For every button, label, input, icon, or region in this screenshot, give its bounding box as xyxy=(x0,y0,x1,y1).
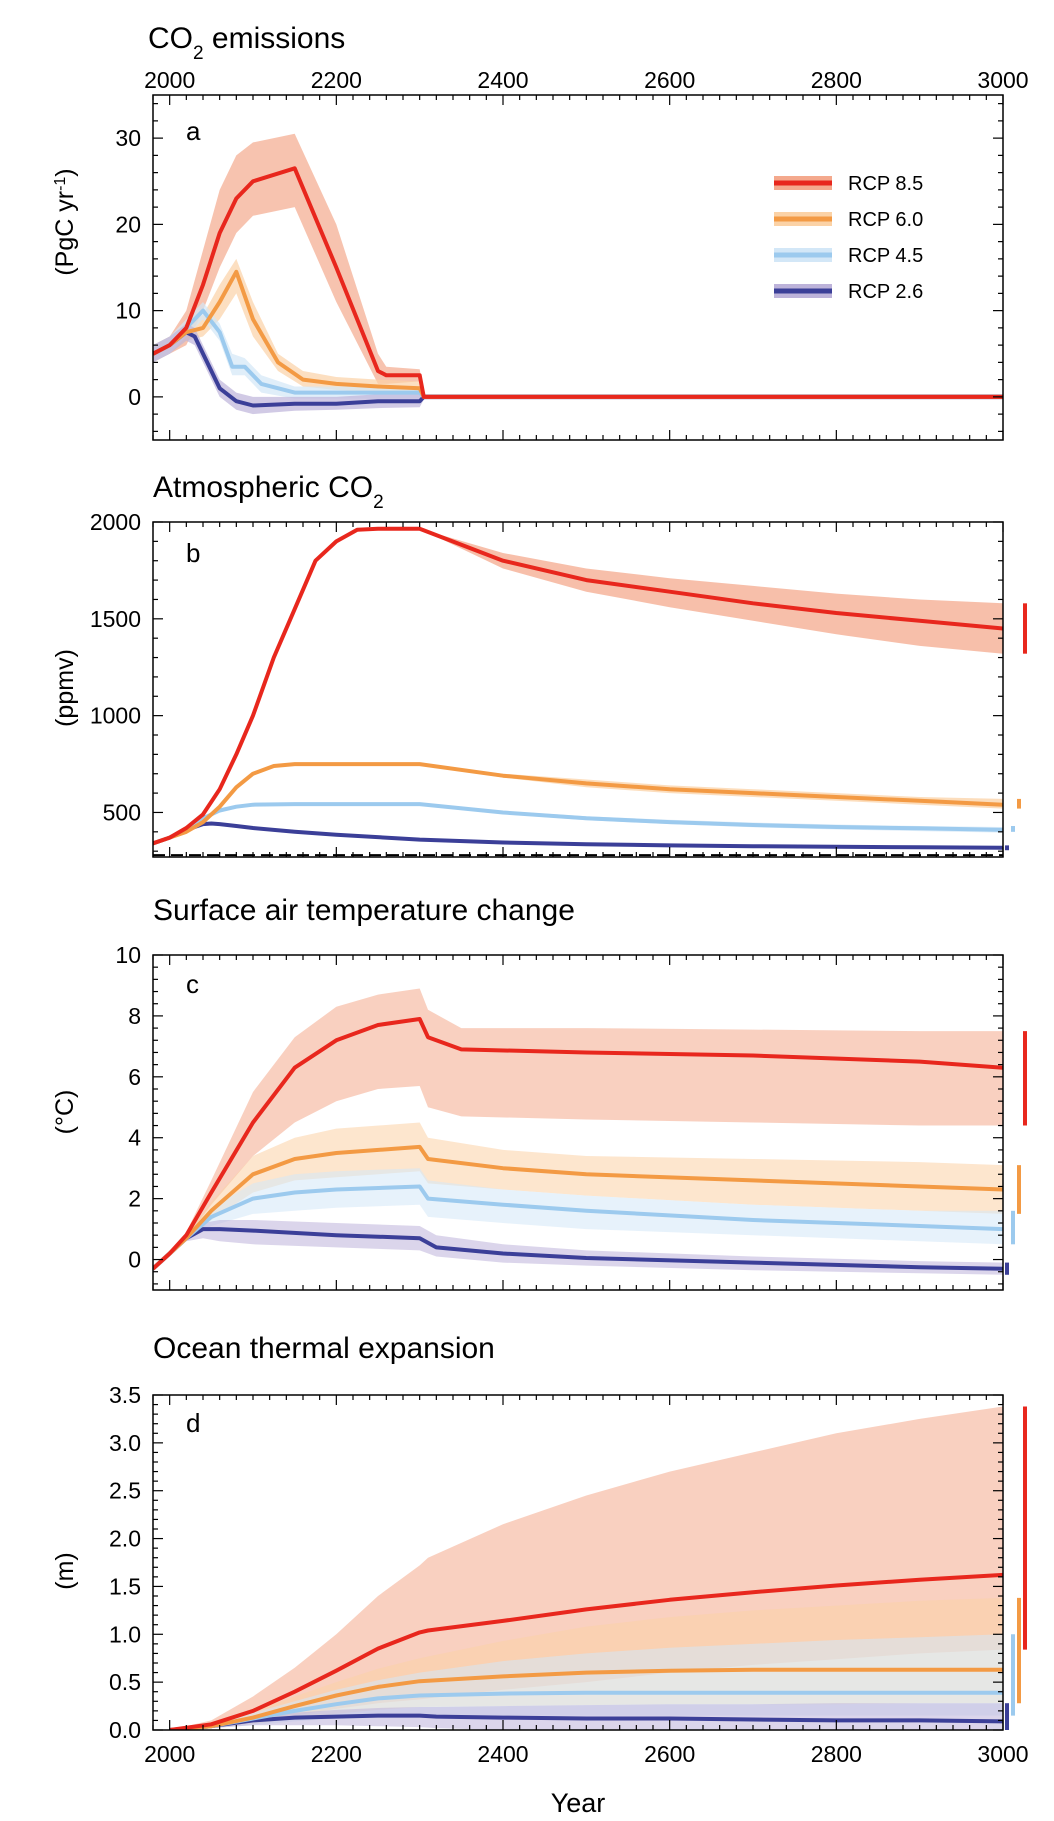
x-tick-label-top: 2000 xyxy=(144,67,195,93)
band-rcp60 xyxy=(153,1122,1003,1272)
y-tick-label: 4 xyxy=(128,1125,141,1151)
y-tick-label: 1.5 xyxy=(109,1573,141,1599)
y-tick-label: 3.0 xyxy=(109,1430,141,1456)
y-tick-label: 0 xyxy=(128,1247,141,1273)
band-rcp45 xyxy=(153,1168,1003,1272)
series-line-rcp60 xyxy=(153,762,1003,846)
panel-a-title: CO2 emissions xyxy=(148,22,345,64)
legend-label-rcp60: RCP 6.0 xyxy=(848,209,923,231)
y-tick-label: 0.0 xyxy=(109,1717,141,1743)
legend: RCP 8.5 RCP 6.0 RCP 4.5 RCP 2.6 xyxy=(774,173,923,303)
plot-layers: 0 10 20 30 500 1000 1500 2000 0 2 4 6 8 10 0.0 0.5 1.0 1.… xyxy=(90,67,1029,1767)
panel-d-ylabel: (m) xyxy=(51,1552,79,1589)
y-tick-label: 10 xyxy=(115,298,141,324)
x-tick-label-bottom: 2000 xyxy=(144,1741,195,1767)
y-tick-label: 8 xyxy=(128,1003,141,1029)
panel-c-ylabel: (°C) xyxy=(51,1090,79,1135)
y-tick-label: 1.0 xyxy=(109,1621,141,1647)
y-tick-label: 0 xyxy=(128,384,141,410)
panel-c: 0 2 4 6 8 10 xyxy=(115,942,1027,1291)
band-rcp60 xyxy=(153,258,1003,400)
x-tick-label-bottom: 2600 xyxy=(644,1741,695,1767)
panel-a: 0 10 20 30 xyxy=(115,94,1004,441)
panel-d-title: Ocean thermal expansion xyxy=(153,1332,495,1365)
panel-b: 500 1000 1500 2000 xyxy=(90,509,1027,858)
series-line-rcp45 xyxy=(153,802,1003,846)
legend-label-rcp85: RCP 8.5 xyxy=(848,173,923,195)
panel-a-plot-area xyxy=(153,133,1003,415)
series-line-rcp60 xyxy=(169,1667,1003,1730)
x-tick-label-top: 2400 xyxy=(477,67,528,93)
y-tick-label: 2000 xyxy=(90,509,141,535)
x-tick-label-top: 2600 xyxy=(644,67,695,93)
y-tick-label: 1000 xyxy=(90,703,141,729)
x-tick-label-bottom: 2800 xyxy=(811,1741,862,1767)
x-tick-label-bottom: 3000 xyxy=(977,1741,1028,1767)
band-rcp45 xyxy=(153,804,1003,844)
series-line-rcp85 xyxy=(153,526,1003,846)
y-tick-label: 2 xyxy=(128,1186,141,1212)
legend-label-rcp45: RCP 4.5 xyxy=(848,245,923,267)
panel-b-plot-area xyxy=(153,526,1003,857)
x-tick-label-top: 2200 xyxy=(311,67,362,93)
series-line-rcp26 xyxy=(169,1713,1003,1730)
band-rcp85 xyxy=(153,133,1003,400)
y-tick-label: 6 xyxy=(128,1064,141,1090)
y-tick-label: 0.5 xyxy=(109,1669,141,1695)
series-line-rcp60 xyxy=(153,269,1003,399)
panel-c-letter: c xyxy=(186,969,199,999)
series-line-rcp85 xyxy=(169,1572,1003,1730)
band-rcp26 xyxy=(153,1220,1003,1275)
x-tick-label-top: 3000 xyxy=(977,67,1028,93)
y-tick-label: 500 xyxy=(103,799,141,825)
panel-c-title: Surface air temperature change xyxy=(153,894,575,927)
panel-d: 0.0 0.5 1.0 1.5 2.0 2.5 3.0 3.5 xyxy=(109,1382,1027,1743)
panel-c-plot-area xyxy=(153,988,1003,1275)
panel-b-frame xyxy=(152,521,1004,858)
band-rcp60 xyxy=(153,764,1003,844)
y-tick-label: 2.0 xyxy=(109,1526,141,1552)
legend-label-rcp26: RCP 2.6 xyxy=(848,281,923,303)
panel-b-title: Atmospheric CO2 xyxy=(153,471,384,513)
panel-c-frame xyxy=(152,954,1004,1291)
y-tick-label: 20 xyxy=(115,211,141,237)
y-tick-label: 2.5 xyxy=(109,1478,141,1504)
panel-b-ylabel: (ppmv) xyxy=(51,649,79,727)
x-tick-label-bottom: 2200 xyxy=(311,1741,362,1767)
y-tick-label: 3.5 xyxy=(109,1382,141,1408)
series-line-rcp60 xyxy=(153,1144,1003,1271)
series-line-rcp85 xyxy=(153,1017,1003,1271)
panel-d-plot-area xyxy=(169,1406,1003,1730)
band-rcp85 xyxy=(153,988,1003,1272)
y-tick-label: 30 xyxy=(115,125,141,151)
y-tick-label: 1500 xyxy=(90,606,141,632)
x-tick-label-bottom: 2400 xyxy=(477,1741,528,1767)
x-axis-label: Year xyxy=(551,1788,606,1818)
x-tick-label-top: 2800 xyxy=(811,67,862,93)
panel-a-ylabel: (PgC yr-1) xyxy=(51,168,79,275)
panel-b-letter: b xyxy=(186,538,200,568)
panel-a-letter: a xyxy=(186,116,201,146)
panel-d-letter: d xyxy=(186,1408,200,1438)
band-rcp45 xyxy=(153,302,1003,400)
series-line-rcp85 xyxy=(153,166,1003,399)
panel-a-frame xyxy=(152,94,1004,441)
panel-d-frame xyxy=(152,1394,1004,1731)
y-tick-label: 10 xyxy=(115,942,141,968)
